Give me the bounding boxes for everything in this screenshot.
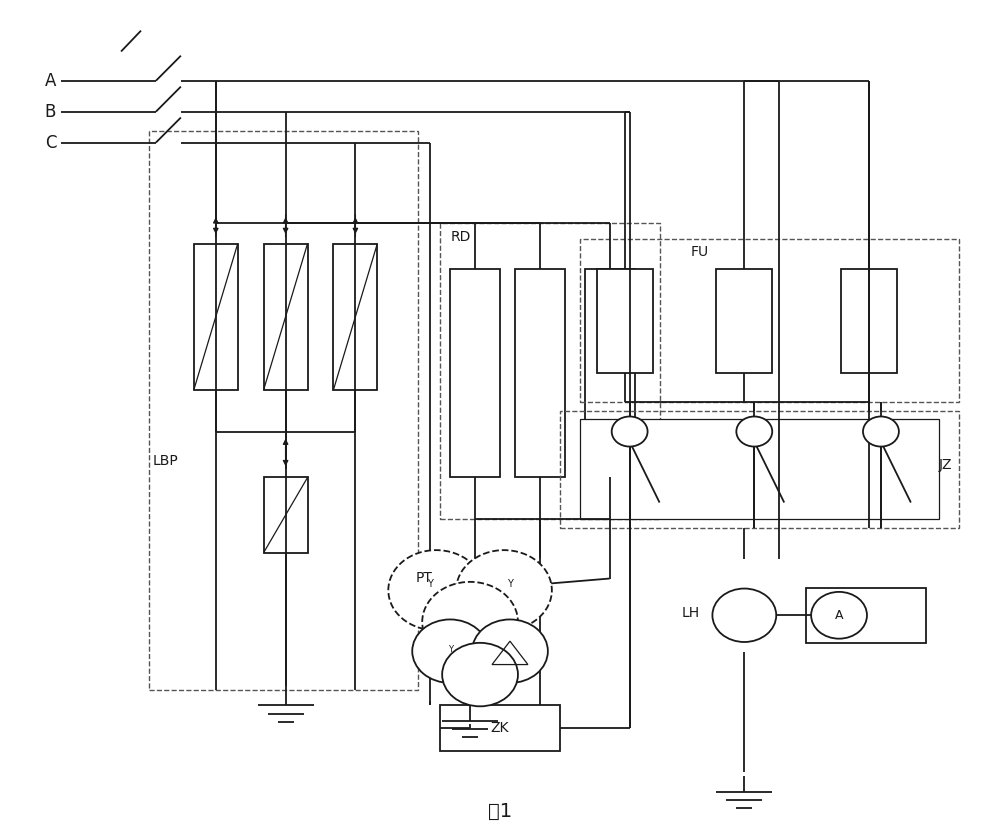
Bar <box>597 269 653 373</box>
Bar <box>264 478 308 552</box>
Text: A: A <box>45 72 56 90</box>
Bar <box>194 244 238 390</box>
Bar <box>149 131 418 691</box>
Text: 图1: 图1 <box>488 802 512 821</box>
Bar <box>806 587 926 643</box>
Text: PT: PT <box>415 571 432 585</box>
Bar <box>841 269 897 373</box>
Bar <box>580 240 959 402</box>
Circle shape <box>472 619 548 683</box>
Circle shape <box>712 588 776 642</box>
Circle shape <box>442 643 518 706</box>
Circle shape <box>456 550 552 630</box>
Bar <box>440 223 660 520</box>
Text: Y: Y <box>507 578 513 588</box>
Text: Y: Y <box>427 578 433 588</box>
Bar <box>450 269 500 478</box>
Bar <box>716 269 772 373</box>
Bar <box>585 269 635 478</box>
Circle shape <box>863 416 899 447</box>
Bar <box>333 244 377 390</box>
Bar <box>560 411 959 528</box>
Text: Y: Y <box>448 645 453 654</box>
Text: FU: FU <box>690 245 709 259</box>
Text: C: C <box>45 133 56 152</box>
Circle shape <box>736 416 772 447</box>
Text: LH: LH <box>681 606 699 620</box>
Bar <box>264 244 308 390</box>
Bar <box>440 706 560 752</box>
Text: B: B <box>45 102 56 121</box>
Circle shape <box>422 582 518 662</box>
Bar <box>515 269 565 478</box>
Text: JZ: JZ <box>939 458 952 472</box>
Circle shape <box>612 416 648 447</box>
Circle shape <box>412 619 488 683</box>
Text: LBP: LBP <box>153 453 179 468</box>
Text: A: A <box>835 608 843 622</box>
Text: ZK: ZK <box>491 721 509 735</box>
Bar <box>580 419 939 520</box>
Circle shape <box>811 592 867 639</box>
Circle shape <box>388 550 484 630</box>
Text: RD: RD <box>450 230 471 244</box>
